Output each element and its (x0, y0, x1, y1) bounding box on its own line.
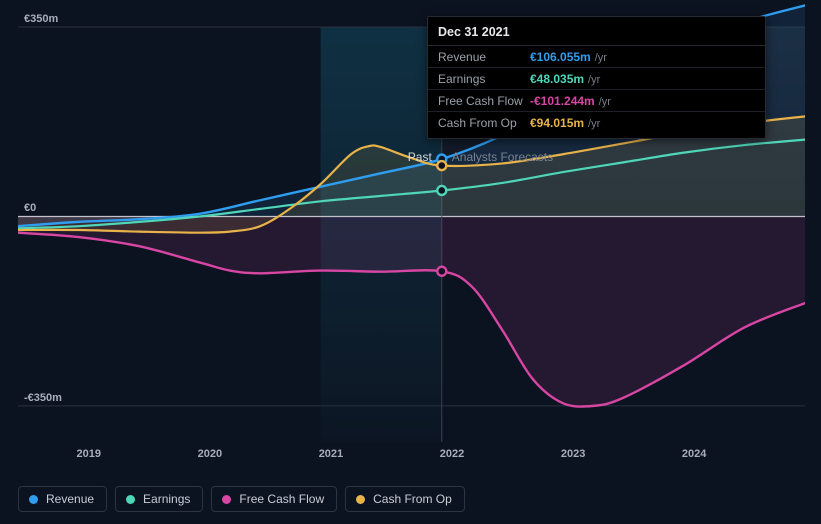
legend-label: Cash From Op (373, 492, 452, 506)
tooltip-row-label: Revenue (438, 50, 530, 64)
y-tick-label: -€350m (24, 392, 62, 404)
tooltip-row-value: €48.035m (530, 72, 584, 86)
tooltip-row-unit: /yr (588, 118, 600, 130)
tooltip-row-value: €106.055m (530, 50, 591, 64)
legend-label: Earnings (143, 492, 190, 506)
x-tick-label: 2023 (561, 448, 585, 460)
tooltip-title: Dec 31 2021 (428, 17, 765, 46)
tooltip: Dec 31 2021 Revenue€106.055m/yrEarnings€… (427, 16, 766, 139)
legend-dot-icon (126, 495, 135, 504)
x-tick-label: 2021 (319, 448, 343, 460)
legend-label: Revenue (46, 492, 94, 506)
tooltip-row: Free Cash Flow-€101.244m/yr (428, 90, 765, 112)
legend-item[interactable]: Cash From Op (345, 486, 465, 512)
tooltip-row: Revenue€106.055m/yr (428, 46, 765, 68)
x-tick-label: 2022 (440, 448, 464, 460)
tooltip-row-unit: /yr (595, 52, 607, 64)
tooltip-row-label: Free Cash Flow (438, 94, 530, 108)
tooltip-row-value: -€101.244m (530, 94, 595, 108)
forecast-label: Analysts Forecasts (452, 150, 553, 164)
legend-item[interactable]: Revenue (18, 486, 107, 512)
tooltip-row-label: Cash From Op (438, 116, 530, 130)
x-tick-label: 2019 (77, 448, 101, 460)
past-label: Past (408, 150, 432, 164)
tooltip-rows: Revenue€106.055m/yrEarnings€48.035m/yrFr… (428, 46, 765, 138)
legend-dot-icon (356, 495, 365, 504)
y-tick-label: €0 (24, 202, 36, 214)
y-tick-label: €350m (24, 13, 58, 25)
tooltip-row-value: €94.015m (530, 116, 584, 130)
tooltip-row: Cash From Op€94.015m/yr (428, 112, 765, 138)
legend-item[interactable]: Free Cash Flow (211, 486, 337, 512)
x-tick-label: 2020 (198, 448, 222, 460)
legend-dot-icon (29, 495, 38, 504)
legend: Revenue Earnings Free Cash Flow Cash From O… (18, 486, 465, 512)
financials-chart: Past Analysts Forecasts €350m €0 -€350m 201… (0, 0, 821, 524)
legend-dot-icon (222, 495, 231, 504)
tooltip-row: Earnings€48.035m/yr (428, 68, 765, 90)
tooltip-row-unit: /yr (599, 96, 611, 108)
x-tick-label: 2024 (682, 448, 706, 460)
legend-label: Free Cash Flow (239, 492, 324, 506)
tooltip-row-label: Earnings (438, 72, 530, 86)
legend-item[interactable]: Earnings (115, 486, 203, 512)
tooltip-row-unit: /yr (588, 74, 600, 86)
